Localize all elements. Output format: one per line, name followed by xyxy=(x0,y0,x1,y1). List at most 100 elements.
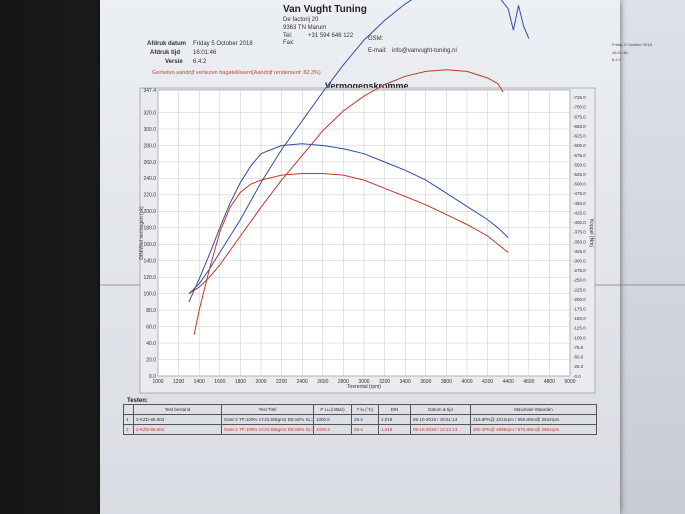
tests-title: Testen: xyxy=(127,398,148,404)
x-tick-label: 4200 xyxy=(482,379,493,385)
y2-tick-label: -575.0 xyxy=(573,153,586,158)
y2-tick-label: -0.0 xyxy=(573,374,581,379)
gsm-label: GSM: xyxy=(368,36,384,42)
din-factor: 1.019 xyxy=(378,424,411,435)
email-value: info@vanvught-tuning.nl xyxy=(392,48,457,54)
date-time: 05-10-2018 / 14:22:13 xyxy=(410,424,471,435)
temperature: 26.4 xyxy=(351,414,379,425)
series-line-red-torque xyxy=(188,69,504,295)
x-tick-label: 2400 xyxy=(297,379,308,385)
x-tick-label: 4800 xyxy=(544,379,555,385)
x-tick-label: 1200 xyxy=(173,379,184,385)
x-tick-label: 3000 xyxy=(358,379,369,385)
x-axis-label: Toerental (rpm) xyxy=(347,384,381,390)
address-line-2: 9363 TN Marum xyxy=(283,25,327,31)
x-tick-label: 1800 xyxy=(235,379,246,385)
y2-tick-label: -350.0 xyxy=(573,239,586,244)
y-tick-label: 160.0 xyxy=(143,242,156,248)
y-tick-label: 100.0 xyxy=(143,291,156,297)
x-tick-label: 2800 xyxy=(338,379,349,385)
y2-tick-label: -325.0 xyxy=(573,249,586,254)
y-tick-label: 200.0 xyxy=(143,209,156,215)
col-header: Test bestand xyxy=(133,404,222,415)
y-tick-label: 240.0 xyxy=(143,176,156,182)
y2-tick-label: -400.0 xyxy=(573,220,586,225)
x-tick-label: 3800 xyxy=(441,379,452,385)
grid xyxy=(157,89,571,377)
y2-tick-label: -150.0 xyxy=(573,316,586,321)
y2-tick-label: -600.0 xyxy=(573,143,586,148)
second-sheet-time: 16:01:46 xyxy=(612,50,628,55)
y2-tick-label: -500.0 xyxy=(573,182,586,187)
x-tick-label: 2200 xyxy=(276,379,287,385)
y-tick-label: 280.0 xyxy=(143,143,156,149)
y2-axis-label: Koppel (Nm) xyxy=(588,219,594,247)
date-time: 05-10-2018 / 15:51:14 xyxy=(410,414,471,425)
x-axis-ticks: 1000 1200 1400 1600 1800 2000 2200 2400 2600 2800… xyxy=(152,379,575,385)
y-tick-label: 320.0 xyxy=(143,110,156,116)
series-line-blue-torque xyxy=(188,0,530,295)
y2-tick-label: -25.0 xyxy=(573,364,584,369)
company-name: Van Vught Tuning xyxy=(283,4,367,15)
y2-tick-label: -550.0 xyxy=(573,162,586,167)
y2-tick-label: -175.0 xyxy=(573,307,586,312)
version-label: Versie xyxy=(165,59,183,65)
series-line-red-power xyxy=(193,173,509,335)
second-sheet-version: 6.4.2 xyxy=(612,57,621,62)
y-tick-label: 140.0 xyxy=(143,259,156,265)
print-time-label: Afdruk tijd xyxy=(150,50,180,56)
y-axis-label: DIN/Wiel vermogen (pk) xyxy=(139,206,145,260)
pressure: 1000.6 xyxy=(313,414,352,425)
table-row: 2 2-KZD-85.001 Gear:4 TP:100% VI:22,50kg… xyxy=(123,424,597,435)
y-axis-ticks: 0.0 20.0 40.0 60.0 80.0 100.0 120.0 140.0 160.0 1… xyxy=(143,88,156,380)
y2-tick-label: -525.0 xyxy=(573,172,586,177)
y-tick-label: 347.4 xyxy=(143,88,156,94)
version: 6.4.2 xyxy=(193,59,207,65)
y2-tick-label: -300.0 xyxy=(573,258,586,263)
email-label: E-mail: xyxy=(368,48,387,54)
y2-tick-label: -475.0 xyxy=(573,191,586,196)
x-tick-label: 2600 xyxy=(317,379,328,385)
x-tick-label: 4000 xyxy=(461,379,472,385)
fax-label: Fax: xyxy=(283,40,295,46)
x-tick-label: 3200 xyxy=(379,379,390,385)
x-tick-label: 3400 xyxy=(400,379,411,385)
y2-tick-label: -200.0 xyxy=(573,297,586,302)
x-tick-label: 2000 xyxy=(255,379,266,385)
series-group xyxy=(188,0,530,335)
y2-tick-label: -450.0 xyxy=(573,201,586,206)
y2-tick-label: -125.0 xyxy=(573,326,586,331)
address-line-1: De factorij 20 xyxy=(283,17,319,23)
x-tick-label: 1600 xyxy=(214,379,225,385)
chart-title: Vermogenskromme xyxy=(325,81,409,91)
y2-tick-label: -100.0 xyxy=(573,335,586,340)
drivetrain-warning: Gemeten aandrijf verliezen bagatelliseer… xyxy=(152,70,321,76)
test-file: 2-KZD-85.001 xyxy=(133,424,222,435)
x-tick-label: 3600 xyxy=(420,379,431,385)
test-title: Gear:4 TP:100% VI:22,50kgm2 DE:82% XL:30… xyxy=(221,424,314,435)
col-header: P Lu.(mBar) xyxy=(313,404,352,415)
y-tick-label: 40.0 xyxy=(146,341,156,347)
y-tick-label: 0.0 xyxy=(149,374,156,380)
tel-value: +31 594 646 122 xyxy=(308,33,354,39)
second-sheet-date: Friday 5 October 2018 xyxy=(612,42,652,47)
col-header: Maximale Waarden xyxy=(470,404,597,415)
y2-tick-label: -225.0 xyxy=(573,287,586,292)
print-date-label: Afdruk datum xyxy=(147,41,186,47)
temperature: 26.4 xyxy=(351,424,379,435)
row-number: 1 xyxy=(123,414,134,425)
print-time: 16:01:46 xyxy=(193,50,217,56)
x-tick-label: 1400 xyxy=(194,379,205,385)
y2-tick-label: -650.0 xyxy=(573,124,586,129)
y2-tick-label: -75.0 xyxy=(573,345,584,350)
y2-tick-label: -375.0 xyxy=(573,230,586,235)
din-factor: 1.018 xyxy=(378,414,411,425)
y2-tick-label: -250.0 xyxy=(573,278,586,283)
y2-tick-label: -425.0 xyxy=(573,210,586,215)
tests-table: Test bestand Test Titel P Lu.(mBar) T lu… xyxy=(123,404,597,435)
col-header: DIN xyxy=(378,404,411,415)
series-line-blue-power xyxy=(188,143,509,303)
pressure: 1000.3 xyxy=(313,424,352,435)
col-header xyxy=(123,404,134,415)
